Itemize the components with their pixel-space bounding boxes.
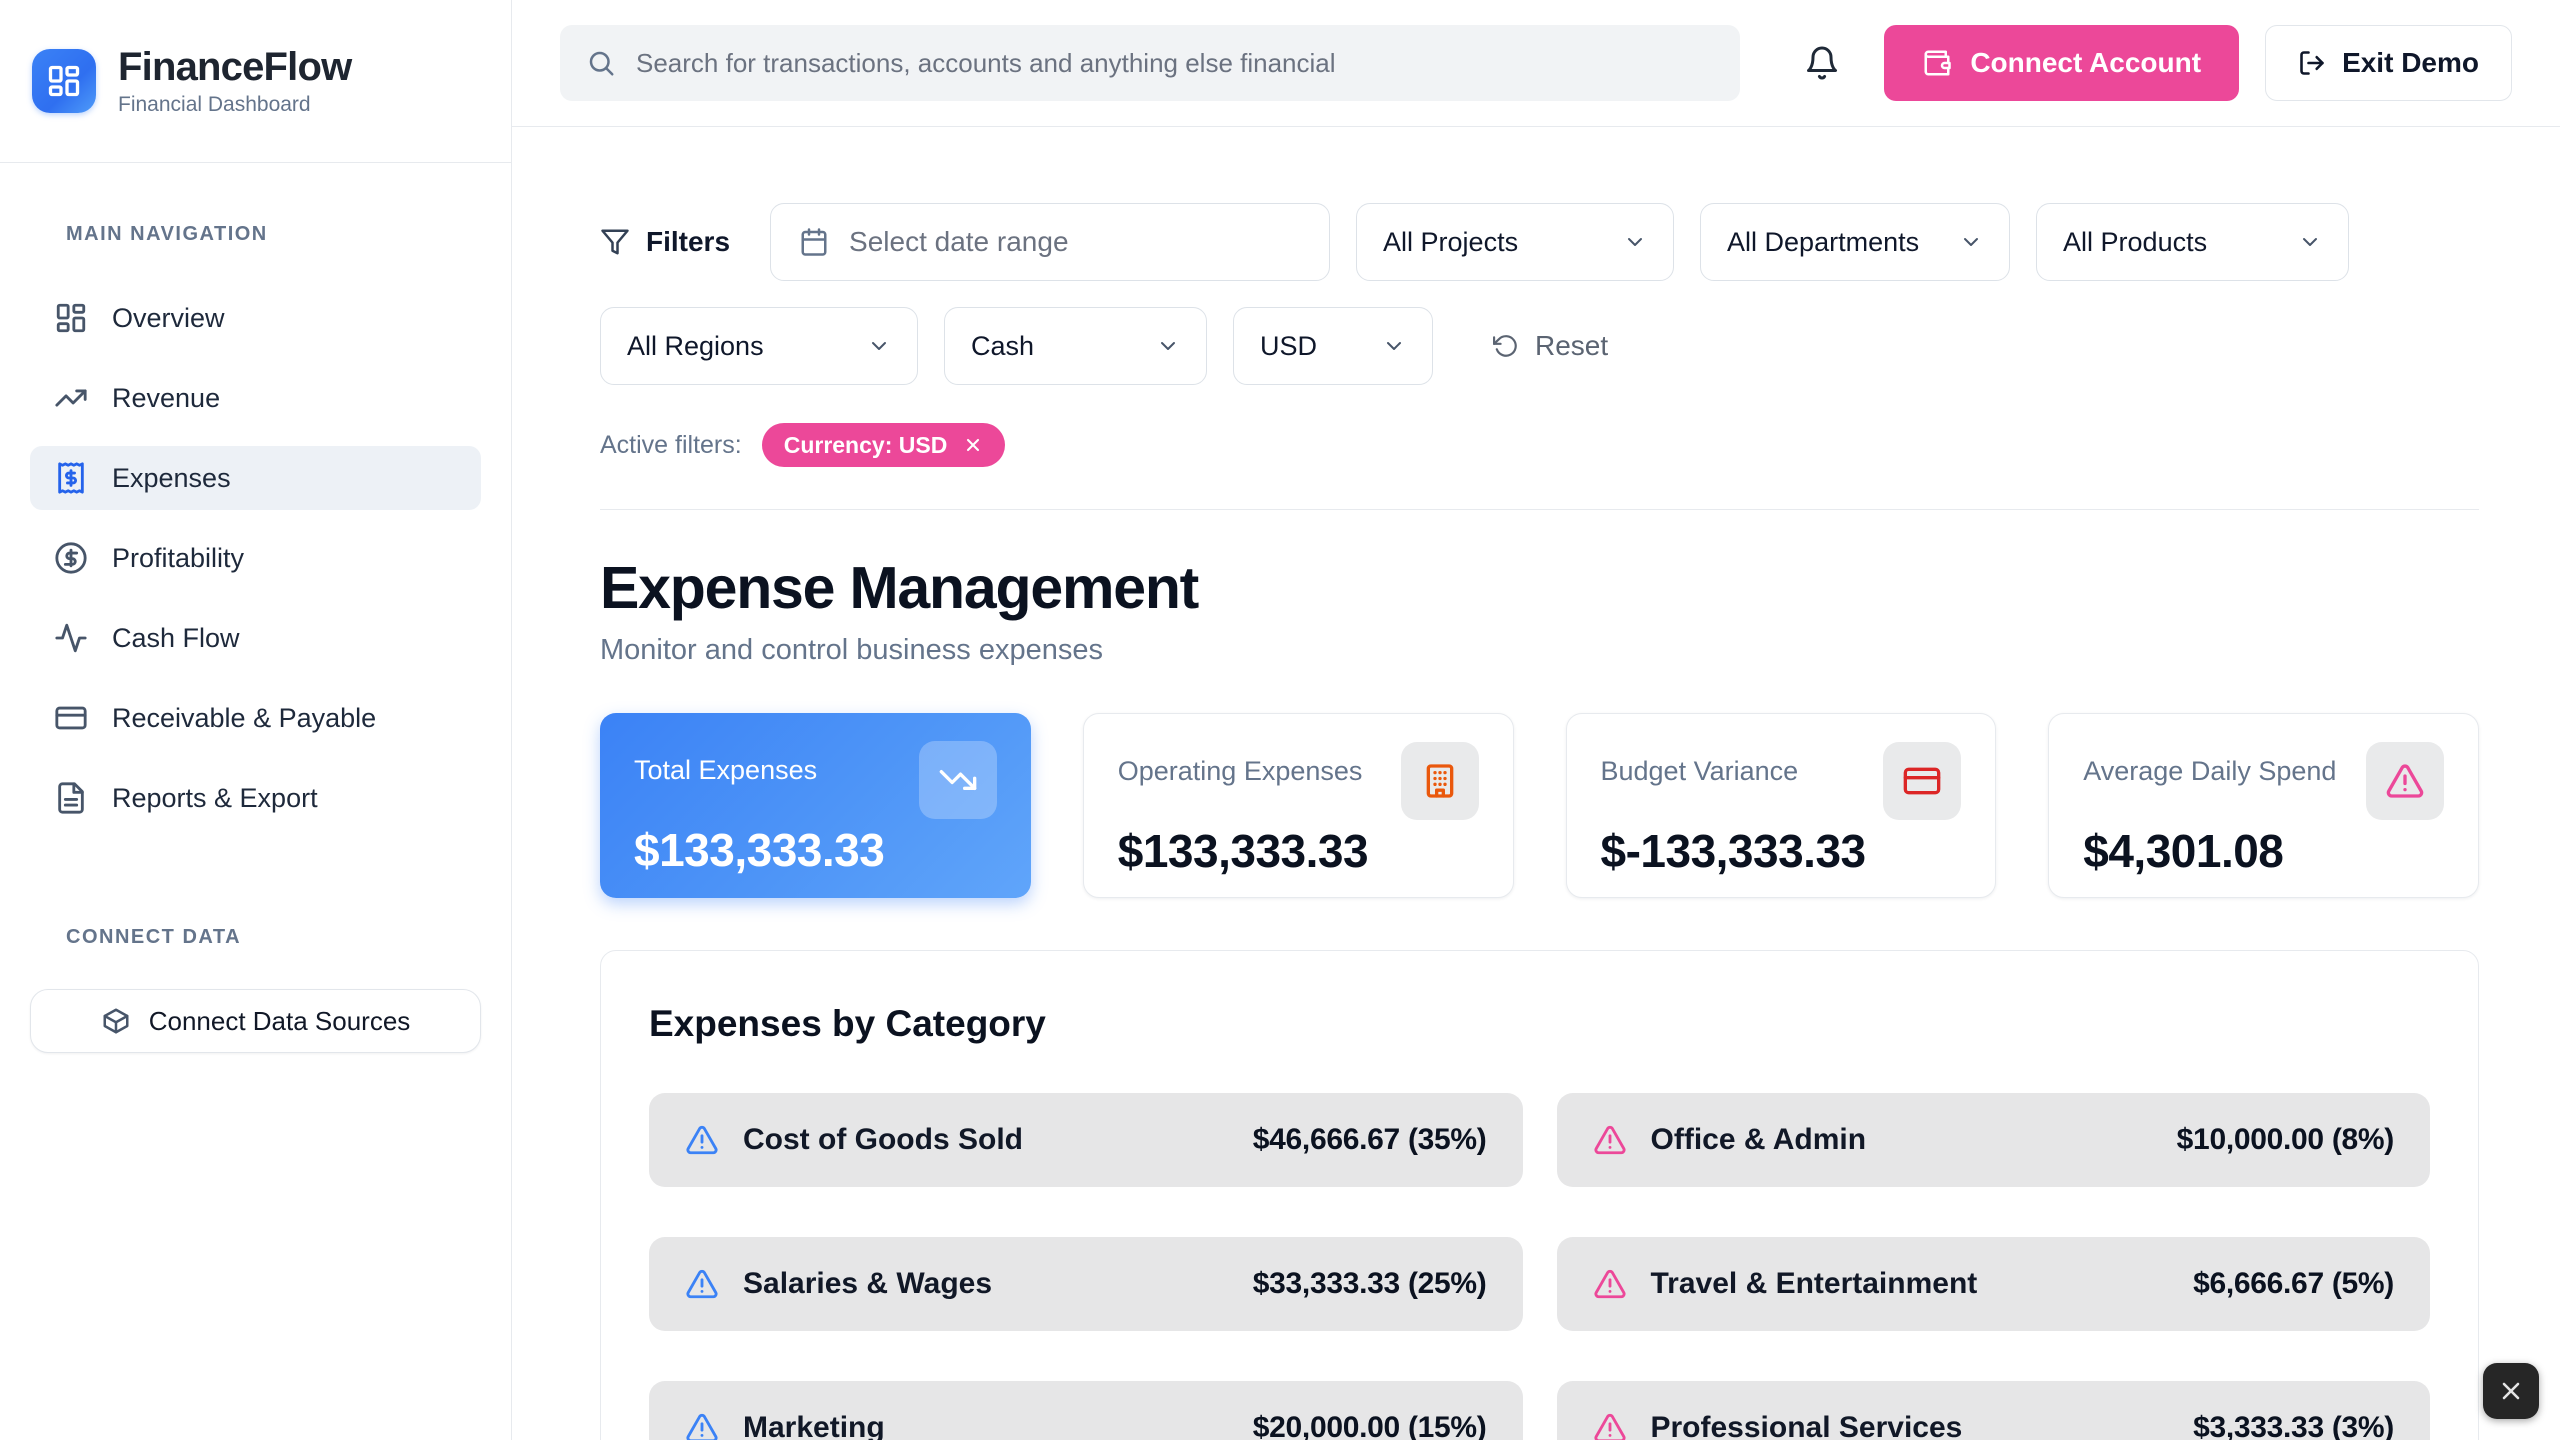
activity-icon [54, 621, 88, 655]
top-bar: Connect Account Exit Demo [512, 0, 2560, 127]
products-select[interactable]: All Products [2036, 203, 2350, 281]
filters-label: Filters [600, 226, 730, 258]
app-title: FinanceFlow [118, 45, 352, 89]
sidebar-item-cash-flow[interactable]: Cash Flow [30, 606, 481, 670]
brand: FinanceFlow Financial Dashboard [0, 0, 511, 163]
sidebar-item-profitability[interactable]: Profitability [30, 526, 481, 590]
stat-card-operating-expenses[interactable]: Operating Expenses $133,333.33 [1082, 713, 1514, 898]
trending-up-icon [54, 381, 88, 415]
main-navigation: Overview Revenue Expenses Profitability … [30, 286, 481, 830]
category-row-office-admin: Office & Admin $10,000.00 (8%) [1556, 1093, 2430, 1187]
alert-triangle-icon [685, 1123, 719, 1157]
sidebar-item-revenue[interactable]: Revenue [30, 366, 481, 430]
search-icon [586, 48, 616, 78]
active-filters-label: Active filters: [600, 430, 742, 459]
connect-data-sources-button[interactable]: Connect Data Sources [30, 989, 481, 1053]
close-button[interactable] [2483, 1363, 2539, 1419]
dollar-circle-icon [54, 541, 88, 575]
section-divider [600, 509, 2479, 510]
category-row-travel-entertainment: Travel & Entertainment $6,666.67 (5%) [1556, 1237, 2430, 1331]
alert-triangle-icon [1593, 1267, 1627, 1301]
notifications-button[interactable] [1798, 39, 1846, 87]
chevron-down-icon [1382, 334, 1406, 358]
currency-select[interactable]: USD [1233, 307, 1433, 385]
file-text-icon [54, 781, 88, 815]
bell-icon [1804, 45, 1840, 81]
sidebar-item-expenses[interactable]: Expenses [30, 446, 481, 510]
chevron-down-icon [2298, 230, 2322, 254]
category-row-professional-services: Professional Services $3,333.33 (3%) [1556, 1381, 2430, 1440]
chevron-down-icon [1959, 230, 1983, 254]
stat-card-budget-variance[interactable]: Budget Variance $-133,333.33 [1565, 713, 1997, 898]
regions-select[interactable]: All Regions [600, 307, 918, 385]
alert-triangle-icon [2385, 761, 2425, 801]
content: Filters Select date range All Projects A… [512, 127, 2560, 1440]
search-input[interactable] [560, 25, 1740, 101]
sidebar-item-label: Reports & Export [112, 782, 318, 813]
filters-bar: Filters Select date range All Projects A… [600, 203, 2479, 467]
page-title: Expense Management [600, 555, 1199, 621]
departments-select[interactable]: All Departments [1700, 203, 2011, 281]
connect-data-label: CONNECT DATA [66, 926, 242, 948]
projects-select[interactable]: All Projects [1356, 203, 1675, 281]
sidebar: FinanceFlow Financial Dashboard MAIN NAV… [0, 0, 512, 1440]
sidebar-item-overview[interactable]: Overview [30, 286, 481, 350]
panel-title: Expenses by Category [649, 1003, 1046, 1044]
active-filter-chip[interactable]: Currency: USD [761, 423, 1006, 467]
reset-filters-button[interactable]: Reset [1493, 330, 1608, 362]
rotate-ccw-icon [1493, 333, 1519, 359]
stat-card-total-expenses[interactable]: Total Expenses $133,333.33 [600, 713, 1031, 898]
close-icon[interactable] [963, 435, 983, 455]
stat-card-average-daily-spend[interactable]: Average Daily Spend $4,301.08 [2048, 713, 2479, 898]
sidebar-item-label: Receivable & Payable [112, 702, 377, 733]
cube-icon [101, 1006, 131, 1036]
close-icon [2497, 1377, 2525, 1405]
trending-down-icon [938, 760, 978, 800]
sidebar-item-label: Cash Flow [112, 622, 240, 653]
wallet-icon [1922, 48, 1952, 78]
category-row-cost-of-goods-sold: Cost of Goods Sold $46,666.67 (35%) [649, 1093, 1523, 1187]
alert-triangle-icon [685, 1267, 719, 1301]
building-icon [1420, 761, 1460, 801]
category-row-salaries-wages: Salaries & Wages $33,333.33 (25%) [649, 1237, 1523, 1331]
sidebar-item-reports-export[interactable]: Reports & Export [30, 766, 481, 830]
calendar-icon [799, 227, 829, 257]
sidebar-item-label: Revenue [112, 382, 221, 413]
category-row-marketing: Marketing $20,000.00 (15%) [649, 1381, 1523, 1440]
page-subtitle: Monitor and control business expenses [600, 634, 1103, 666]
main-area: Connect Account Exit Demo Filters [512, 0, 2560, 1440]
app-subtitle: Financial Dashboard [118, 93, 311, 116]
logout-icon [2298, 49, 2326, 77]
date-range-input[interactable]: Select date range [770, 203, 1331, 281]
funnel-icon [600, 227, 630, 257]
alert-triangle-icon [1593, 1411, 1627, 1440]
expenses-by-category-panel: Expenses by Category Cost of Goods Sold … [600, 950, 2479, 1440]
sidebar-item-label: Overview [112, 302, 225, 333]
app-logo-icon [32, 49, 96, 113]
dashboard-grid-icon [54, 301, 88, 335]
sidebar-item-receivable-payable[interactable]: Receivable & Payable [30, 686, 481, 750]
chevron-down-icon [867, 334, 891, 358]
chevron-down-icon [1156, 334, 1180, 358]
connect-account-button[interactable]: Connect Account [1884, 25, 2240, 101]
sidebar-item-label: Profitability [112, 542, 245, 573]
nav-section-label: MAIN NAVIGATION [66, 223, 268, 245]
sidebar-item-label: Expenses [112, 462, 231, 493]
alert-triangle-icon [685, 1411, 719, 1440]
alert-triangle-icon [1593, 1123, 1627, 1157]
credit-card-icon [54, 701, 88, 735]
chevron-down-icon [1623, 230, 1647, 254]
receipt-icon [54, 461, 88, 495]
active-filters: Active filters: Currency: USD [600, 423, 2479, 467]
exit-demo-button[interactable]: Exit Demo [2265, 25, 2512, 101]
credit-card-icon [1902, 761, 1942, 801]
global-search [560, 25, 1740, 101]
accounting-basis-select[interactable]: Cash [944, 307, 1207, 385]
stat-cards: Total Expenses $133,333.33 Operating Exp… [600, 713, 2479, 898]
